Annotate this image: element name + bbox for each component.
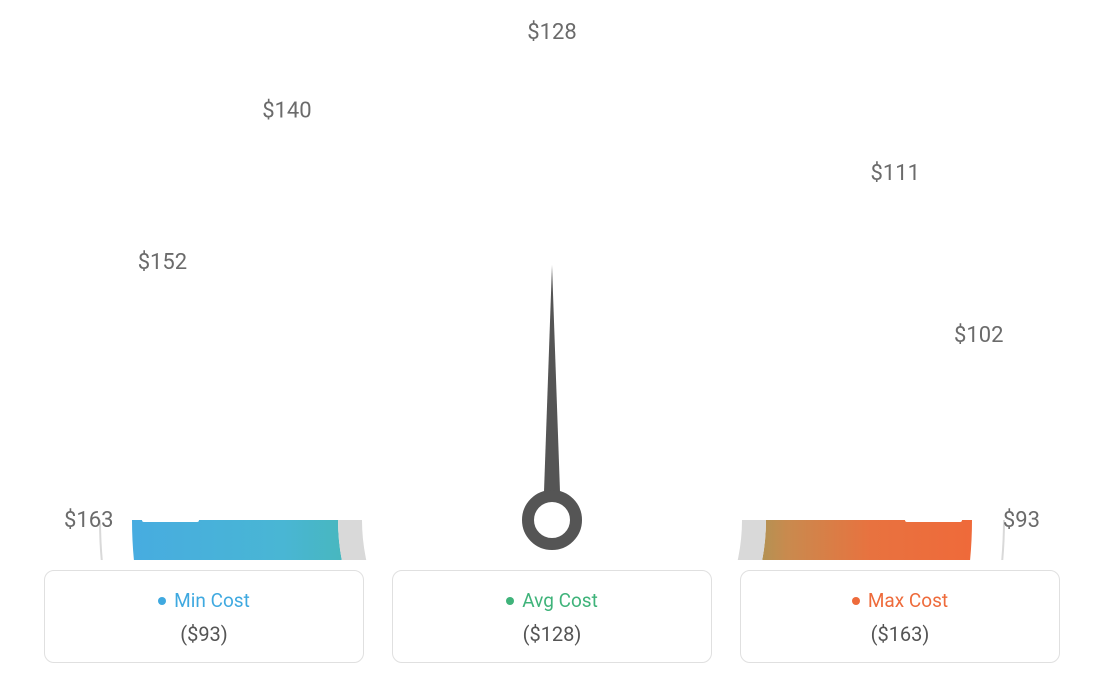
gauge-tick-label: $163 xyxy=(64,508,113,533)
gauge-tick-minor xyxy=(909,414,946,424)
legend-value: ($163) xyxy=(741,622,1059,646)
gauge-tick-major xyxy=(206,304,251,332)
legend-card-min: Min Cost ($93) xyxy=(44,570,364,663)
gauge-chart: $93 $102 $111 $128 $140 $152 $163 xyxy=(0,0,1104,560)
gauge-tick-minor xyxy=(846,272,876,295)
legend-title: Min Cost xyxy=(158,589,250,612)
legend-dot-icon xyxy=(852,597,860,605)
gauge-tick-label: $140 xyxy=(262,98,311,123)
gauge-tick-minor xyxy=(228,272,258,295)
gauge-tick-label: $128 xyxy=(527,20,576,45)
legend-value: ($93) xyxy=(45,622,363,646)
legend-card-avg: Avg Cost ($128) xyxy=(392,570,712,663)
gauge-tick-minor xyxy=(872,316,905,335)
legend-title: Max Cost xyxy=(852,589,948,612)
gauge-tick-minor xyxy=(694,143,709,178)
gauge-tick-major xyxy=(330,177,359,221)
legend-label: Max Cost xyxy=(868,589,948,612)
gauge-tick-minor xyxy=(777,196,800,226)
gauge-needle xyxy=(543,265,561,520)
legend-label: Min Cost xyxy=(174,589,250,612)
gauge-tick-minor xyxy=(158,414,195,424)
gauge-tick-minor xyxy=(446,126,456,163)
legend-row: Min Cost ($93) Avg Cost ($128) Max Cost ($163… xyxy=(0,570,1104,663)
gauge-tick-minor xyxy=(147,467,185,472)
gauge-tick-minor xyxy=(264,232,291,259)
gauge-tick-minor xyxy=(648,126,658,163)
gauge-needle-hub xyxy=(528,496,576,544)
gauge-svg: $93 $102 $111 $128 $140 $152 $163 xyxy=(0,0,1104,560)
gauge-tick-label: $93 xyxy=(1003,508,1040,533)
gauge-tick-minor xyxy=(396,143,411,178)
gauge-tick-label: $152 xyxy=(138,250,187,275)
gauge-tick-minor xyxy=(499,115,504,153)
gauge-tick-label: $102 xyxy=(954,323,1003,348)
gauge-tick-label: $111 xyxy=(871,161,920,186)
gauge-tick-minor xyxy=(175,364,210,379)
legend-card-max: Max Cost ($163) xyxy=(740,570,1060,663)
gauge-tick-major xyxy=(802,230,839,268)
gauge-tick-minor xyxy=(737,167,756,200)
legend-dot-icon xyxy=(506,597,514,605)
legend-value: ($128) xyxy=(393,622,711,646)
gauge-tick-major xyxy=(880,365,929,385)
gauge-tick-minor xyxy=(919,467,957,472)
legend-title: Avg Cost xyxy=(506,589,598,612)
legend-dot-icon xyxy=(158,597,166,605)
gauge-tick-minor xyxy=(600,115,605,153)
legend-label: Avg Cost xyxy=(522,589,598,612)
